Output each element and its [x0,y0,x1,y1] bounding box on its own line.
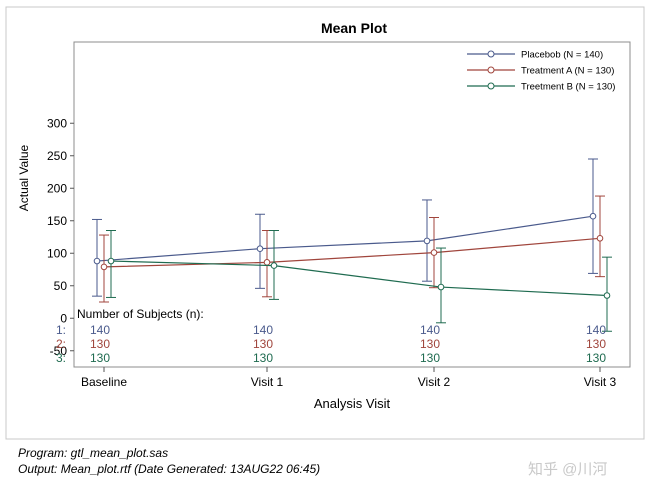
footer-output: Output: Mean_plot.rtf (Date Generated: 1… [18,462,321,476]
chart-title: Mean Plot [321,20,387,36]
y-tick-label: 200 [47,181,67,195]
subjects-row-label: 3: [56,351,66,365]
subjects-count: 130 [90,351,110,365]
legend-label: Treatment A (N = 130) [521,66,614,77]
y-tick-label: 250 [47,149,67,163]
data-point [437,283,445,291]
data-point [270,262,278,269]
data-point [430,249,438,256]
y-axis: -50 0 50 100 150 200 250 300 [47,116,74,358]
data-point [107,257,115,265]
series-layer [92,158,612,332]
legend-swatch-marker [487,50,495,58]
x-axis: Baseline Visit 1 Visit 2 Visit 3 [81,367,617,389]
y-tick-label: -50 [50,344,68,358]
y-axis-title: Actual Value [17,144,31,211]
footer-program: Program: gtl_mean_plot.sas [18,446,169,460]
subjects-count: 130 [420,337,440,351]
data-point [263,259,271,266]
series-line [110,260,608,297]
x-axis-title: Analysis Visit [314,396,391,411]
subjects-count: 140 [253,323,273,337]
legend-label: Treetment B (N = 130) [521,82,615,93]
subjects-count: 130 [586,351,606,365]
subjects-count: 130 [90,337,110,351]
series-1 [92,158,598,297]
y-tick-label: 50 [54,279,68,293]
y-tick-label: 0 [60,311,67,325]
data-point [100,263,108,271]
y-tick-label: 100 [47,246,67,260]
plot-area-frame [73,41,631,368]
x-tick-label: Visit 3 [584,375,617,389]
subjects-count: 130 [420,351,440,365]
series-line [96,215,594,262]
series-2 [99,195,605,303]
data-point [589,212,597,220]
subjects-count: 140 [420,323,440,337]
watermark: 知乎 @川河 [528,461,608,478]
data-point [256,245,264,252]
subjects-heading: Number of Subjects (n): [77,307,204,321]
x-tick-label: Visit 1 [251,375,284,389]
series-3 [106,230,612,332]
subjects-count: 140 [586,323,606,337]
subjects-row-label: 1: [56,323,66,337]
y-tick-label: 150 [47,214,67,228]
subjects-table: Number of Subjects (n): 1: 140 140 140 140 2:… [56,307,606,365]
x-tick-label: Visit 2 [418,375,451,389]
subjects-count: 130 [586,337,606,351]
y-tick-label: 300 [47,116,67,130]
data-point [596,235,604,242]
subjects-count: 130 [253,337,273,351]
legend: Placebob (N = 140) Treatment A (N = 130) T… [467,50,615,93]
legend-label: Placebob (N = 140) [521,50,603,61]
subjects-row-label: 2: [56,337,66,351]
data-point [423,237,431,245]
data-point [93,257,101,265]
legend-swatch-marker [487,82,495,90]
subjects-count: 140 [90,323,110,337]
x-tick-label: Baseline [81,375,127,389]
data-point [603,292,611,299]
series-line [103,237,601,268]
legend-swatch-marker [487,66,495,74]
subjects-count: 130 [253,351,273,365]
